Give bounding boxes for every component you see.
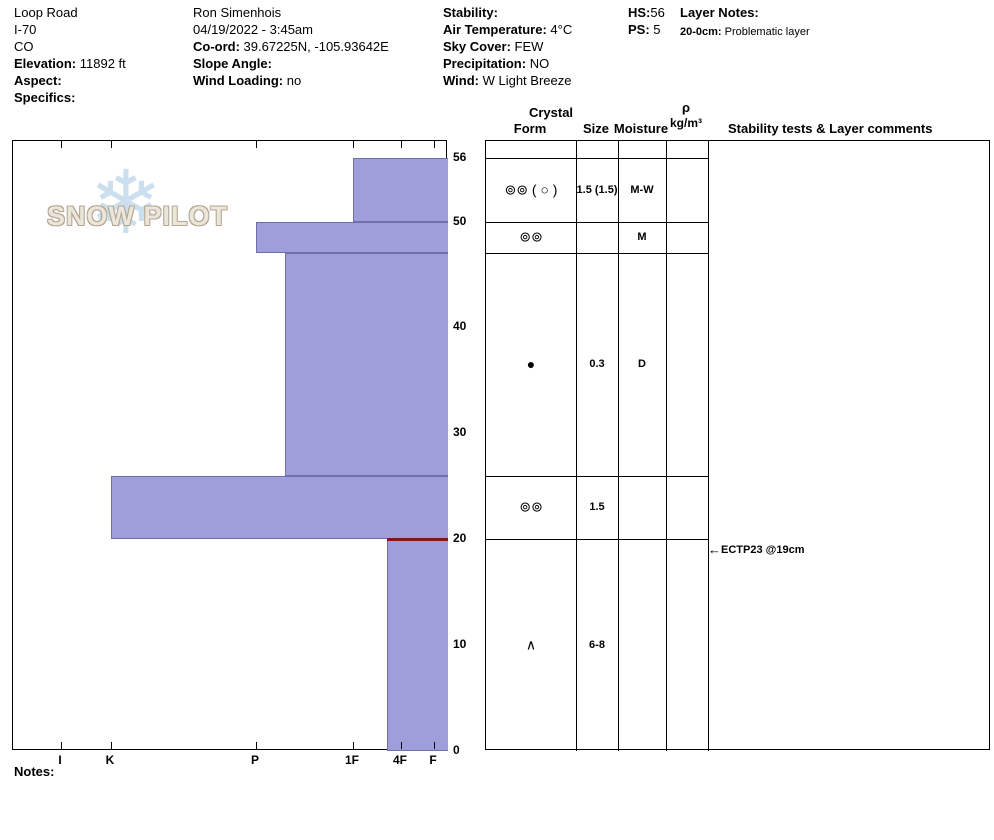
- header-observation-line: Wind Loading: no: [193, 73, 302, 88]
- header-conditions-line: Wind: W Light Breeze: [443, 73, 572, 88]
- hardness-tick-label: F: [429, 753, 437, 767]
- header-location-line: Loop Road: [14, 5, 78, 20]
- stability-test-text: ECTP23 @19cm: [721, 543, 805, 556]
- snow-layer-bar: [386, 539, 448, 751]
- hardness-tick-label: 4F: [392, 753, 408, 767]
- depth-tick-label: 0: [453, 743, 460, 757]
- grain-size-cell: 1.5 (1.5): [576, 183, 618, 196]
- hardness-tick: [401, 141, 402, 148]
- header-conditions-line: Stability:: [443, 5, 498, 20]
- layer-boundary-line: [486, 221, 708, 223]
- col-header-density-symbol: ρ: [681, 100, 691, 115]
- header-totals-line: HS:56: [628, 5, 665, 20]
- hardness-tick-label: 1F: [344, 753, 360, 767]
- col-header-form: Form: [513, 121, 547, 136]
- depth-tick-label: 40: [453, 319, 467, 334]
- hardness-tick: [401, 742, 402, 749]
- header-conditions-line: Precipitation: NO: [443, 56, 550, 71]
- col-header-moisture: Moisture: [613, 121, 669, 136]
- header-observation-line: Ron Simenhois: [193, 5, 282, 20]
- moisture-cell: M: [637, 231, 647, 244]
- depth-tick-label: 56: [453, 150, 467, 164]
- hardness-tick-label: P: [250, 753, 260, 767]
- crystal-form-cell: ⊚⊚ ( ○ ): [504, 181, 558, 198]
- layer-boundary-line: [486, 158, 708, 159]
- hardness-tick: [111, 141, 112, 148]
- hardness-tick: [434, 141, 435, 148]
- header-observation-line: 04/19/2022 - 3:45am: [193, 22, 313, 37]
- header-observation-line: Slope Angle:: [193, 56, 272, 71]
- grain-size-cell: 6-8: [589, 639, 605, 652]
- header-conditions-line: Air Temperature: 4°C: [443, 22, 573, 37]
- snow-layer-bar: [111, 475, 448, 540]
- col-header-density-units: kg/m³: [669, 116, 702, 130]
- grain-size-cell: 0.3: [589, 358, 605, 371]
- header-layer-notes-line: Layer Notes:: [680, 5, 759, 20]
- snowpilot-wordmark: SNOW PILOT: [47, 201, 228, 231]
- depth-tick-label: 50: [453, 213, 467, 228]
- header-totals-line: PS: 5: [628, 22, 661, 37]
- snowflake-icon: ❄: [89, 153, 163, 252]
- hardness-tick: [353, 141, 354, 148]
- hardness-tick: [111, 742, 112, 749]
- grain-size-cell: 1.5: [589, 501, 605, 514]
- crystal-form-cell: ●: [526, 356, 536, 373]
- header-location-line: Specifics:: [14, 90, 76, 105]
- hardness-tick: [61, 141, 62, 148]
- column-divider-line: [708, 141, 709, 751]
- column-divider-line: [618, 141, 619, 751]
- col-header-stability-tests: Stability tests & Layer comments: [728, 121, 933, 136]
- header-location-line: Elevation: 11892 ft: [14, 56, 126, 71]
- depth-tick-label: 20: [453, 531, 467, 546]
- hardness-profile-chart: ❄ SNOW PILOT: [12, 140, 448, 751]
- hardness-tick-label: K: [105, 753, 115, 767]
- layer-boundary-line: [486, 539, 708, 541]
- hardness-tick: [256, 141, 257, 148]
- crystal-form-cell: ⊚⊚: [519, 228, 543, 245]
- problem-layer-line: [386, 537, 448, 541]
- hardness-tick-label: I: [58, 753, 62, 767]
- snow-layer-bar: [285, 253, 448, 476]
- column-divider-line: [666, 141, 667, 751]
- layer-table: ⊚⊚ ( ○ ) 1.5 (1.5) M-W ⊚⊚ M ● 0.3 D ⊚⊚ 1.5 ∧ 6-8 ←EC…: [485, 140, 990, 751]
- hardness-tick: [61, 742, 62, 749]
- notes-label: Notes:: [14, 764, 55, 779]
- snowpilot-logo: ❄ SNOW PILOT: [41, 159, 251, 269]
- stability-test-annotation: ←ECTP23 @19cm: [708, 542, 805, 557]
- crystal-form-cell: ∧: [525, 636, 537, 653]
- header-location-line: CO: [14, 39, 34, 54]
- header-layer-notes-line: 20-0cm: Problematic layer: [680, 26, 810, 38]
- depth-tick-label: 10: [453, 637, 467, 652]
- crystal-form-cell: ⊚⊚: [519, 498, 543, 515]
- hardness-tick: [434, 742, 435, 749]
- col-header-size: Size: [582, 121, 609, 136]
- left-arrow-icon: ←: [708, 541, 721, 557]
- moisture-cell: D: [638, 358, 646, 371]
- col-header-crystal: Crystal: [528, 105, 574, 120]
- header-location-line: Aspect:: [14, 73, 62, 88]
- header-observation-line: Co-ord: 39.67225N, -105.93642E: [193, 39, 389, 54]
- depth-tick-label: 30: [453, 425, 467, 440]
- snow-layer-bar: [256, 221, 448, 254]
- moisture-cell: M-W: [630, 183, 654, 196]
- snow-layer-bar: [353, 158, 448, 222]
- layer-boundary-line: [486, 253, 708, 255]
- header-location-line: I-70: [14, 22, 37, 37]
- hardness-tick: [353, 742, 354, 749]
- layer-boundary-line: [486, 475, 708, 477]
- header-conditions-line: Sky Cover: FEW: [443, 39, 544, 54]
- column-divider-line: [576, 141, 577, 751]
- hardness-tick: [256, 742, 257, 749]
